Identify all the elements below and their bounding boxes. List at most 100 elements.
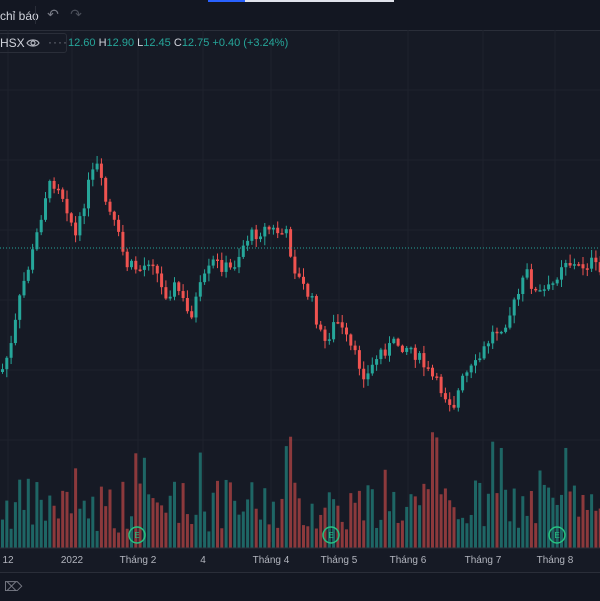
earnings-marker (548, 526, 566, 544)
volume-bar (233, 500, 237, 548)
candle-body (91, 169, 95, 180)
candle-body (134, 260, 138, 270)
close-label: C (173, 37, 182, 49)
candle-body (512, 299, 516, 316)
candle-body (585, 268, 589, 270)
candle-body (216, 259, 219, 261)
candle-body (246, 240, 250, 246)
volume-bar (26, 478, 30, 548)
candle-body (370, 364, 374, 374)
volume-bar (357, 490, 361, 548)
volume-bar (388, 511, 391, 548)
volume-bar (362, 520, 366, 548)
candle-body (310, 296, 314, 298)
candle-body (353, 345, 357, 351)
volume-bar (104, 506, 108, 548)
volume-bar (482, 526, 486, 548)
indicators-button[interactable]: chỉ báo (0, 9, 39, 23)
top-toolbar: chỉ báo ↶ ↷ (0, 0, 600, 31)
candle-body (508, 315, 512, 328)
volume-bar (396, 522, 400, 548)
volume-bar (474, 480, 477, 548)
candle-body (590, 257, 594, 269)
candle-body (177, 282, 181, 292)
candle-body (1, 369, 4, 372)
volume-bar (52, 505, 56, 548)
volume-bar (297, 498, 301, 548)
candle-body (39, 219, 43, 233)
volume-bar (431, 432, 434, 548)
volume-bar (508, 521, 512, 548)
volume-bar (495, 493, 499, 548)
candle-body (211, 259, 215, 266)
volume-bar (69, 513, 73, 548)
candle-body (375, 359, 379, 365)
candle-body (499, 331, 503, 334)
candle-body (130, 260, 133, 268)
toolbar-divider (35, 6, 36, 24)
candle-body (194, 296, 198, 318)
candle-body (409, 347, 413, 350)
candle-body (551, 283, 555, 285)
candle-body (125, 251, 129, 268)
volume-bar (336, 505, 340, 548)
volume-bar (456, 519, 460, 548)
volume-bar (267, 524, 271, 548)
time-axis-label: Tháng 8 (537, 555, 574, 566)
volume-bar (61, 490, 65, 548)
volume-bar (5, 500, 9, 548)
candle-body (314, 296, 318, 325)
candle-body (306, 283, 310, 297)
volume-bar (108, 489, 112, 548)
candle-body (203, 273, 207, 283)
volume-bar (538, 470, 542, 548)
time-axis-label: 12 (2, 555, 14, 566)
candle-body (332, 322, 336, 340)
volume-bar (542, 484, 546, 548)
zoom-out-icon[interactable]: ⌦ (4, 579, 23, 594)
volume-bar (112, 528, 116, 548)
candle-body (44, 198, 47, 220)
candlestick-chart[interactable]: E E E 12 2022 Tháng 2 4 Tháng 4 Tháng 5 Tháng 6 Th… (0, 30, 600, 572)
candle-body (379, 349, 383, 360)
volume-bar (426, 489, 430, 548)
volume-bar (246, 499, 250, 548)
volume-bar (164, 512, 168, 548)
candle-body (289, 229, 293, 257)
eye-icon[interactable] (26, 36, 40, 50)
candle-body (486, 343, 490, 347)
volume-bar (117, 532, 121, 548)
symbol-label: HSX (0, 36, 25, 50)
candle-body (173, 282, 176, 297)
candle-body (254, 229, 258, 240)
symbol-box[interactable] (0, 33, 67, 53)
undo-icon[interactable]: ↶ (47, 6, 59, 22)
volume-bar (142, 457, 146, 548)
candle-body (594, 257, 598, 263)
candle-body (547, 284, 551, 290)
volume-bar (211, 492, 215, 548)
volume-bar (314, 528, 318, 548)
candle-body (392, 338, 396, 344)
volume-bar (44, 520, 47, 548)
volume-bar (39, 499, 43, 548)
volume-bar (443, 488, 447, 548)
more-options-icon[interactable]: ···· (48, 35, 68, 49)
candle-body (82, 208, 86, 217)
candle-body (160, 273, 164, 288)
candle-body (190, 311, 194, 318)
candle-body (426, 367, 430, 369)
candle-body (9, 343, 13, 358)
volume-bar (181, 483, 185, 548)
candle-body (56, 188, 60, 191)
earnings-marker-label: E (554, 531, 559, 540)
candle-body (280, 233, 284, 235)
redo-icon[interactable]: ↷ (70, 6, 82, 22)
volume-bar (250, 482, 254, 548)
volume-bar (448, 500, 452, 548)
volume-bar (237, 514, 241, 548)
volume-bar (293, 482, 297, 548)
candle-body (198, 282, 202, 297)
time-axis-label: Tháng 4 (253, 555, 290, 566)
candle-body (448, 399, 452, 405)
